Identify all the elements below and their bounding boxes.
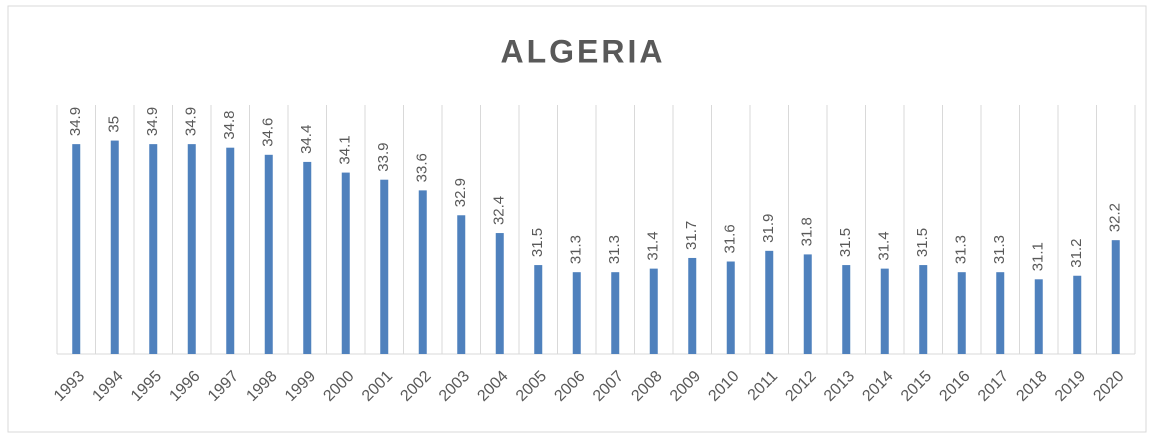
data-label: 34.6 [260, 118, 277, 147]
data-label: 31.5 [914, 228, 931, 257]
bar [688, 257, 697, 354]
bar [803, 254, 812, 354]
data-label: 31.7 [683, 221, 700, 250]
bar [1111, 240, 1120, 354]
chart-border [7, 5, 1147, 433]
bar [996, 272, 1005, 354]
bar [264, 154, 273, 354]
data-label: 35 [106, 116, 123, 133]
bar [534, 265, 543, 354]
bar [341, 172, 350, 354]
data-label: 31.9 [760, 214, 777, 243]
bar [957, 272, 966, 354]
bar [110, 140, 119, 354]
bar [726, 261, 735, 354]
bar [919, 265, 928, 354]
data-label: 31.4 [645, 231, 662, 260]
data-label: 34.9 [67, 107, 84, 136]
data-label: 31.3 [991, 235, 1008, 264]
data-label: 31.5 [529, 228, 546, 257]
bar [1073, 275, 1082, 354]
data-label: 34.8 [221, 110, 238, 139]
data-label: 31.8 [799, 217, 816, 246]
data-label: 31.4 [876, 231, 893, 260]
data-label: 33.9 [375, 142, 392, 171]
data-label: 31.1 [1030, 242, 1047, 271]
data-label: 31.6 [722, 224, 739, 253]
data-label: 31.3 [953, 235, 970, 264]
bar [303, 161, 312, 354]
bar [495, 233, 504, 354]
data-label: 34.9 [144, 107, 161, 136]
data-label: 32.9 [452, 178, 469, 207]
data-label: 31.2 [1068, 239, 1085, 268]
bar [880, 268, 889, 354]
bar [457, 215, 466, 354]
bar [72, 144, 81, 354]
data-label: 31.5 [837, 228, 854, 257]
data-label: 33.6 [414, 153, 431, 182]
data-label: 32.2 [1107, 203, 1124, 232]
data-label: 34.1 [337, 135, 354, 164]
bar [765, 250, 774, 354]
data-label: 34.9 [183, 107, 200, 136]
bar [149, 144, 158, 354]
bar [842, 265, 851, 354]
bar [187, 144, 196, 354]
data-label: 31.3 [568, 235, 585, 264]
bar [611, 272, 620, 354]
data-label: 34.4 [298, 125, 315, 154]
chart-title: ALGERIA [501, 33, 666, 69]
bar [1034, 279, 1043, 354]
bar [380, 179, 389, 354]
data-label: 32.4 [491, 196, 508, 225]
bar [572, 272, 581, 354]
bar [418, 190, 427, 354]
data-label: 31.3 [606, 235, 623, 264]
bar [226, 147, 235, 354]
bar [649, 268, 658, 354]
